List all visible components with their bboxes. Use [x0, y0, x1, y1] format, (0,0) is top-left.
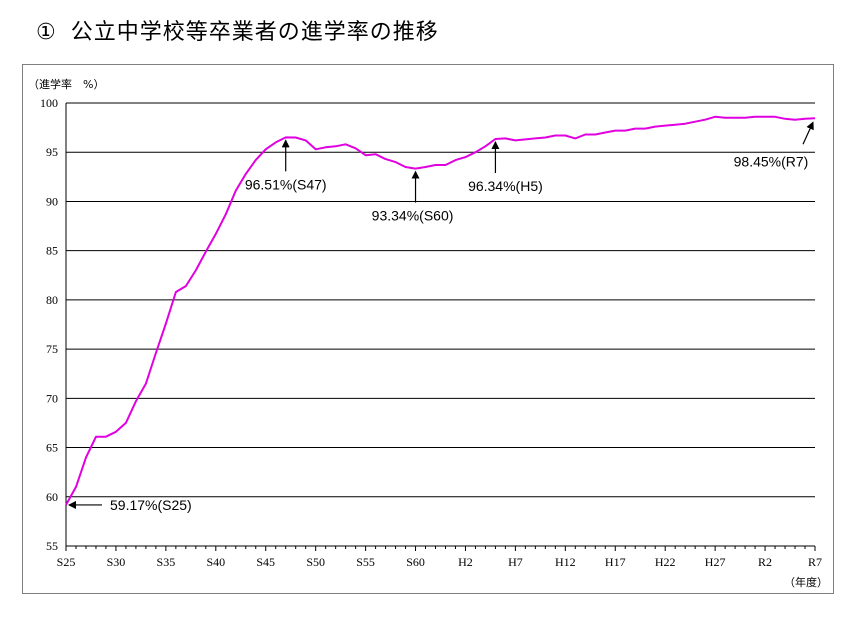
y-tick-label: 70 — [46, 391, 58, 405]
y-tick-label: 90 — [46, 194, 58, 208]
annotation-label: 93.34%(S60) — [372, 208, 454, 224]
x-tick-label: H2 — [458, 555, 473, 569]
annotation-label: 59.17%(S25) — [110, 497, 192, 513]
x-tick-label: H22 — [655, 555, 676, 569]
x-tick-label: S45 — [256, 555, 275, 569]
x-tick-label: S40 — [206, 555, 225, 569]
x-tick-label: R7 — [808, 555, 822, 569]
x-tick-label: S55 — [356, 555, 375, 569]
annotation-label: 96.51%(S47) — [245, 176, 327, 192]
x-tick-label: S50 — [306, 555, 325, 569]
annotation-label: 98.45%(R7) — [734, 153, 809, 169]
x-tick-label: S25 — [57, 555, 76, 569]
y-axis-label: （進学率 %） — [28, 77, 104, 91]
x-tick-label: H7 — [508, 555, 523, 569]
series-line — [65, 115, 816, 506]
y-tick-label: 80 — [46, 293, 58, 307]
y-tick-label: 100 — [40, 96, 58, 110]
x-tick-label: H12 — [555, 555, 576, 569]
y-tick-label: 95 — [46, 145, 58, 159]
annotation-arrow — [802, 121, 814, 145]
x-tick-label: S30 — [107, 555, 126, 569]
title-text: 公立中学校等卒業者の進学率の推移 — [70, 20, 439, 45]
y-tick-label: 60 — [46, 490, 58, 504]
y-tick-label: 65 — [46, 441, 58, 455]
chart-frame — [22, 64, 834, 594]
annotation-label: 96.34%(H5) — [468, 178, 543, 194]
y-tick-label: 85 — [46, 244, 58, 258]
x-tick-label: H27 — [705, 555, 726, 569]
page-title: ① 公立中学校等卒業者の進学率の推移 — [36, 14, 439, 46]
y-tick-label: 55 — [46, 539, 58, 553]
title-number: ① — [36, 20, 57, 45]
x-axis-label: （年度） — [784, 575, 828, 589]
x-tick-label: H17 — [605, 555, 626, 569]
x-tick-label: R2 — [758, 555, 772, 569]
y-tick-label: 75 — [46, 342, 58, 356]
x-tick-label: S35 — [157, 555, 176, 569]
x-tick-label: S60 — [406, 555, 425, 569]
